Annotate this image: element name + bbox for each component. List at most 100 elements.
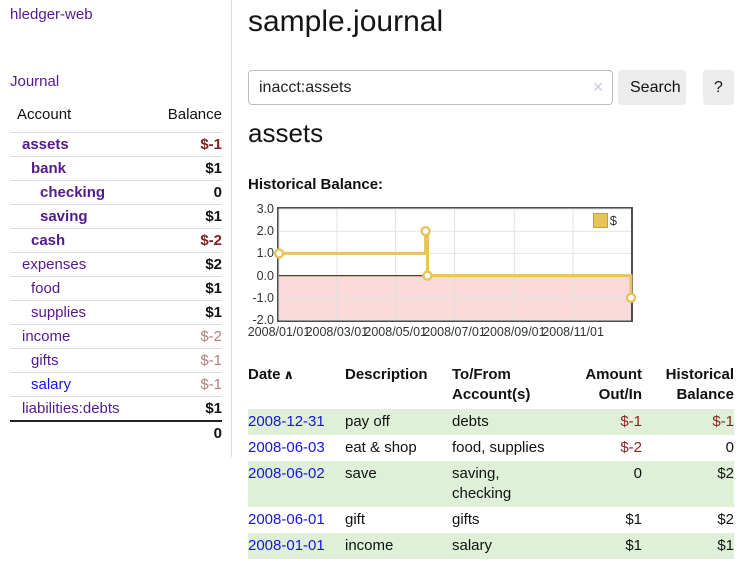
account-row: income $-2 — [10, 324, 222, 348]
chart-point — [625, 292, 637, 304]
date-header-label: Date — [248, 366, 281, 383]
y-axis-label: -2.0 — [252, 313, 274, 327]
table-row: 2008-01-01 income salary $1 $1 — [248, 533, 734, 559]
account-balance: $1 — [205, 280, 222, 297]
chart-title: Historical Balance: — [248, 176, 384, 193]
account-balance: $1 — [205, 160, 222, 177]
x-axis-label: 2008/03/01 — [305, 325, 369, 339]
y-axis-label: 3.0 — [256, 202, 274, 216]
account-link[interactable]: gifts — [31, 352, 59, 369]
account-balance: $1 — [205, 304, 222, 321]
account-balance: $1 — [205, 208, 222, 225]
account-link[interactable]: liabilities:debts — [22, 400, 120, 417]
account-link[interactable]: supplies — [31, 304, 87, 321]
search-input[interactable] — [248, 70, 613, 105]
amount-cell: 0 — [633, 465, 642, 482]
description-cell: save — [345, 465, 377, 482]
account-row: checking 0 — [10, 180, 222, 204]
account-balance: 0 — [213, 184, 222, 201]
search-button[interactable]: Search — [618, 70, 686, 105]
column-header-date[interactable]: Date ∧ — [248, 365, 345, 409]
account-balance: $2 — [205, 256, 222, 273]
y-axis-label: 1.0 — [256, 246, 274, 261]
account-link[interactable]: saving — [40, 208, 88, 225]
account-row: assets $-1 — [10, 132, 222, 156]
date-link[interactable]: 2008-12-31 — [248, 413, 325, 430]
amount-cell: $1 — [625, 537, 642, 554]
accounts-total-row: 0 — [10, 420, 222, 445]
help-button[interactable]: ? — [703, 70, 734, 105]
balance-cell: $2 — [717, 511, 734, 528]
account-balance: $-1 — [200, 136, 222, 153]
register-header-row: Date ∧ Description To/From Account(s) Amo… — [248, 363, 734, 409]
clear-search-icon[interactable]: ✕ — [592, 79, 604, 95]
register-table: Date ∧ Description To/From Account(s) Amo… — [248, 363, 734, 559]
account-row: food $1 — [10, 276, 222, 300]
account-link[interactable]: cash — [31, 232, 66, 249]
main-content: sample.journal ✕ Search ? assets Histori… — [248, 0, 734, 582]
account-balance: $-1 — [200, 376, 222, 393]
sort-ascending-icon: ∧ — [283, 367, 295, 382]
accounts-header-account: Account — [17, 106, 72, 123]
description-cell: gift — [345, 511, 366, 528]
account-row: expenses $2 — [10, 252, 222, 276]
table-row: 2008-12-31 pay off debts $-1 $-1 — [248, 409, 734, 435]
brand-link[interactable]: hledger-web — [10, 6, 93, 23]
accounts-cell: gifts — [452, 511, 480, 528]
search-box: ✕ — [248, 70, 613, 105]
account-link[interactable]: food — [31, 280, 61, 297]
table-row: 2008-06-01 gift gifts $1 $2 — [248, 507, 734, 533]
date-link[interactable]: 2008-06-03 — [248, 439, 325, 456]
accounts-table: Account Balance assets $-1 bank $1 checking 0… — [10, 100, 222, 445]
accounts-cell: debts — [452, 413, 489, 430]
account-row: bank $1 — [10, 156, 222, 180]
balance-cell: 0 — [725, 439, 734, 456]
search-form: ✕ Search ? — [248, 70, 734, 105]
x-axis-label: 2008/05/01 — [364, 325, 427, 339]
account-link[interactable]: checking — [40, 184, 106, 201]
account-link[interactable]: bank — [31, 160, 67, 177]
accounts-total-value: 0 — [213, 425, 222, 442]
sidebar-item-journal[interactable]: Journal — [10, 73, 60, 90]
account-link[interactable]: assets — [22, 136, 69, 153]
x-axis-label: 2008/01/01 — [247, 325, 311, 339]
column-header-account: To/From Account(s) — [452, 366, 531, 403]
page-title: sample.journal — [248, 5, 444, 38]
account-row: liabilities:debts $1 — [10, 396, 222, 420]
accounts-cell: food, supplies — [452, 439, 545, 456]
account-link[interactable]: expenses — [22, 256, 87, 273]
y-axis-label: 0.0 — [256, 268, 274, 283]
y-axis-label: -1.0 — [252, 290, 274, 305]
account-balance: $-2 — [200, 328, 222, 345]
balance-cell: $2 — [717, 465, 734, 482]
account-balance: $1 — [205, 400, 222, 417]
account-balance: $-2 — [200, 232, 222, 249]
account-link[interactable]: income — [22, 328, 71, 345]
legend-swatch-icon — [592, 213, 608, 228]
account-row: saving $1 — [10, 204, 222, 228]
chart-plot-area: $ — [273, 207, 637, 322]
y-axis-label: 2.0 — [256, 224, 274, 239]
chart-point — [422, 270, 433, 281]
column-header-balance: Historical Balance — [665, 366, 734, 403]
account-heading: assets — [248, 118, 324, 148]
accounts-cell: saving, checking — [452, 465, 512, 502]
account-row: supplies $1 — [10, 300, 222, 324]
x-axis-label: 2008/11/01 — [542, 325, 604, 339]
balance-chart: 3.0 2.0 1.0 0.0 -1.0 -2.0 $ 2008/01/01 2008/03… — [248, 198, 734, 343]
date-link[interactable]: 2008-06-01 — [248, 511, 325, 528]
accounts-cell: salary — [452, 537, 493, 554]
accounts-header-balance: Balance — [167, 106, 222, 123]
description-cell: income — [345, 537, 394, 554]
account-balance: $-1 — [200, 352, 222, 369]
account-link[interactable]: salary — [31, 376, 72, 393]
date-link[interactable]: 2008-01-01 — [248, 537, 325, 554]
column-header-description: Description — [345, 366, 428, 383]
date-link[interactable]: 2008-06-02 — [248, 465, 325, 482]
x-axis-label: 2008/09/01 — [483, 325, 546, 339]
account-row: gifts $-1 — [10, 348, 222, 372]
table-row: 2008-06-03 eat & shop food, supplies $-2 0 — [248, 435, 734, 461]
description-cell: eat & shop — [345, 439, 417, 456]
chart-point — [273, 248, 285, 259]
amount-cell: $-1 — [620, 413, 642, 430]
